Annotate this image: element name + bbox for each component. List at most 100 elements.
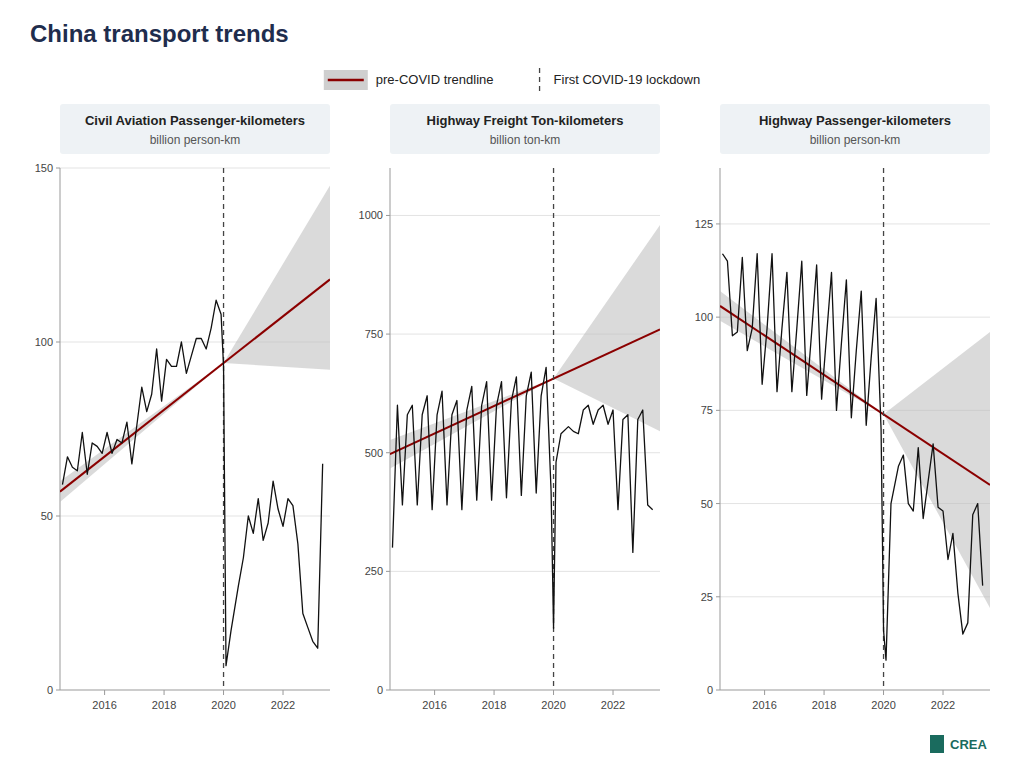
panel-title: Highway Passenger-kilometers: [759, 113, 951, 128]
legend-label: First COVID-19 lockdown: [554, 72, 701, 87]
legend-item: First COVID-19 lockdown: [540, 68, 701, 92]
grid-line: [60, 516, 330, 517]
x-tick-label: 2016: [422, 699, 446, 711]
x-tick: [494, 690, 495, 695]
panel-subtitle: billion person-km: [810, 133, 901, 147]
panel: Civil Aviation Passenger-kilometers billi…: [35, 104, 330, 711]
y-tick: [716, 690, 720, 691]
panel-header: [60, 104, 330, 154]
x-tick-label: 2022: [601, 699, 625, 711]
y-tick-label: 50: [41, 510, 53, 522]
y-axis: [390, 168, 391, 690]
panel-subtitle: billion ton-km: [490, 133, 561, 147]
y-tick: [386, 571, 390, 572]
x-tick: [943, 690, 944, 695]
panel-header: [390, 104, 660, 154]
trend-line: [60, 279, 330, 491]
x-tick: [434, 690, 435, 695]
chart-root: China transport trends Civil Aviation Pas…: [0, 0, 1024, 768]
data-line: [392, 367, 652, 628]
y-tick-label: 75: [701, 404, 713, 416]
x-tick-label: 2016: [752, 699, 776, 711]
legend-swatch: [328, 79, 364, 82]
x-tick-label: 2022: [271, 699, 295, 711]
x-tick: [223, 690, 224, 695]
y-tick-label: 150: [35, 162, 53, 174]
grid-line: [390, 452, 660, 453]
grid-line: [390, 571, 660, 572]
x-tick-label: 2018: [482, 699, 506, 711]
y-tick: [386, 452, 390, 453]
y-tick: [56, 342, 60, 343]
y-tick: [56, 690, 60, 691]
data-line: [62, 300, 322, 665]
x-axis: [60, 690, 330, 691]
grid-line: [60, 168, 330, 169]
legend-item: pre-COVID trendline: [324, 70, 494, 90]
data-line: [722, 254, 982, 660]
y-tick-label: 100: [35, 336, 53, 348]
plot-area: [390, 168, 660, 690]
y-tick: [386, 215, 390, 216]
title: China transport trends: [30, 20, 289, 47]
panel: Highway Passenger-kilometers billion pers…: [695, 104, 990, 711]
y-tick: [56, 516, 60, 517]
x-tick-label: 2018: [152, 699, 176, 711]
y-axis: [720, 168, 721, 690]
legend-swatch: [539, 68, 540, 92]
y-tick: [716, 223, 720, 224]
y-tick-label: 100: [695, 311, 713, 323]
panel: Highway Freight Ton-kilometersbillion to…: [359, 104, 660, 711]
trend-line: [390, 329, 660, 454]
y-tick: [716, 317, 720, 318]
panel-subtitle: billion person-km: [150, 133, 241, 147]
y-tick-label: 25: [701, 591, 713, 603]
y-tick-label: 50: [701, 498, 713, 510]
annotation: CREA: [950, 737, 987, 752]
y-tick: [56, 168, 60, 169]
x-tick: [764, 690, 765, 695]
y-tick-label: 0: [47, 684, 53, 696]
x-tick: [164, 690, 165, 695]
grid-line: [720, 596, 990, 597]
y-axis: [60, 168, 61, 690]
x-axis: [720, 690, 990, 691]
x-tick: [883, 690, 884, 695]
grid-line: [720, 223, 990, 224]
y-tick-label: 250: [365, 565, 383, 577]
x-tick: [283, 690, 284, 695]
legend-swatch-band: [324, 70, 368, 90]
x-axis: [390, 690, 660, 691]
y-tick-label: 1000: [359, 209, 383, 221]
y-tick-label: 0: [707, 684, 713, 696]
y-tick: [386, 334, 390, 335]
x-tick: [824, 690, 825, 695]
x-tick-label: 2022: [931, 699, 955, 711]
panel-header: [720, 104, 990, 154]
y-tick: [716, 596, 720, 597]
x-tick: [613, 690, 614, 695]
legend-label: pre-COVID trendline: [376, 72, 494, 87]
plot-area: [720, 168, 990, 690]
panel-title: Civil Aviation Passenger-kilometers: [85, 113, 305, 128]
x-tick: [553, 690, 554, 695]
x-tick-label: 2016: [92, 699, 116, 711]
grid-line: [720, 317, 990, 318]
y-tick: [716, 503, 720, 504]
y-tick-label: 500: [365, 447, 383, 459]
x-tick-label: 2020: [541, 699, 565, 711]
y-tick-label: 125: [695, 218, 713, 230]
background: [0, 0, 1024, 768]
y-tick-label: 750: [365, 328, 383, 340]
x-tick-label: 2020: [871, 699, 895, 711]
logo: CREA: [930, 735, 987, 753]
x-tick-label: 2020: [211, 699, 235, 711]
legend: pre-COVID trendline First COVID-19 lockdo…: [324, 68, 700, 92]
y-tick: [716, 410, 720, 411]
y-tick: [386, 690, 390, 691]
x-tick-label: 2018: [812, 699, 836, 711]
x-tick: [104, 690, 105, 695]
grid-line: [390, 215, 660, 216]
logo-square: [930, 735, 944, 753]
y-tick-label: 0: [377, 684, 383, 696]
